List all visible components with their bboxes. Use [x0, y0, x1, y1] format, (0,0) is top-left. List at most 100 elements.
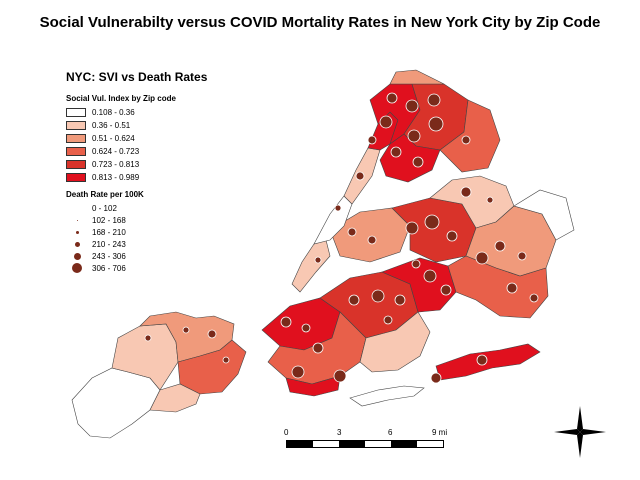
dot — [222, 356, 230, 364]
death-dot-icon — [72, 263, 82, 273]
dot — [348, 294, 360, 306]
manhattan — [291, 111, 399, 293]
map-legend: NYC: SVI vs Death Rates Social Vul. Inde… — [66, 70, 256, 274]
death-class-label: 210 - 243 — [92, 239, 126, 249]
svi-swatch — [66, 160, 86, 169]
queens-west — [329, 207, 411, 263]
death-dot-icon — [73, 252, 81, 260]
staten-island — [71, 311, 247, 439]
dot — [312, 342, 324, 354]
svi-swatch — [66, 108, 86, 117]
dot — [405, 221, 419, 235]
staten-island-south — [71, 367, 161, 439]
svi-class-6: 0.813 - 0.989 — [66, 171, 256, 184]
svi-class-label: 0.108 - 0.36 — [92, 108, 135, 117]
queens — [329, 175, 575, 407]
bronx-riverdale — [389, 69, 445, 85]
dot — [446, 230, 458, 242]
dot — [367, 235, 377, 245]
dot — [486, 196, 494, 204]
death-class-label: 306 - 706 — [92, 263, 126, 273]
death-legend-title: Death Rate per 100K — [66, 190, 144, 199]
svi-class-1: 0.108 - 0.36 — [66, 106, 256, 119]
dot — [476, 354, 488, 366]
dot — [280, 316, 292, 328]
scale-bar: 0 3 6 9 mi — [282, 428, 452, 448]
brooklyn-east — [381, 257, 457, 313]
rockaway-peninsula — [435, 343, 541, 381]
manhattan-lower — [291, 239, 331, 293]
brooklyn-southeast — [359, 311, 431, 373]
svi-legend-title: Social Vul. Index by Zip code — [66, 94, 176, 103]
svi-class-4: 0.624 - 0.723 — [66, 145, 256, 158]
dot — [529, 293, 539, 303]
svi-swatch — [66, 134, 86, 143]
dot — [494, 240, 506, 252]
death-dot-icon — [75, 230, 79, 234]
death-class-label: 0 - 102 — [92, 203, 117, 213]
dot — [386, 92, 398, 104]
queens-far-east — [513, 189, 575, 241]
coney-island — [285, 375, 341, 397]
dot — [405, 99, 419, 113]
dot — [430, 372, 442, 384]
svi-class-label: 0.36 - 0.51 — [92, 121, 131, 130]
dot — [407, 129, 421, 143]
scale-label-9: 9 mi — [432, 428, 448, 437]
svi-class-3: 0.51 - 0.624 — [66, 132, 256, 145]
scale-bar-graphic — [286, 440, 444, 448]
dot — [428, 116, 444, 132]
dot — [412, 156, 424, 168]
dot — [367, 135, 377, 145]
dot — [383, 315, 393, 325]
svi-swatch — [66, 173, 86, 182]
death-class-1: 0 - 102 — [66, 202, 256, 214]
scale-label-3: 3 — [337, 428, 342, 437]
death-class-2: 102 - 168 — [66, 214, 256, 226]
dot — [379, 115, 393, 129]
dot — [460, 186, 472, 198]
north-arrow-icon — [554, 406, 606, 458]
death-dot-icon — [74, 241, 80, 247]
dot — [314, 256, 322, 264]
dot — [182, 326, 190, 334]
dot — [371, 289, 385, 303]
death-class-3: 168 - 210 — [66, 226, 256, 238]
dot — [334, 204, 342, 212]
svi-class-label: 0.813 - 0.989 — [92, 173, 140, 182]
death-class-6: 306 - 706 — [66, 262, 256, 274]
svi-class-label: 0.51 - 0.624 — [92, 134, 135, 143]
svi-legend-list: 0.108 - 0.36 0.36 - 0.51 0.51 - 0.624 0.… — [66, 106, 256, 184]
map-title: Social Vulnerabilty versus COVID Mortali… — [39, 14, 601, 31]
dot — [517, 251, 527, 261]
broad-channel — [349, 385, 425, 407]
dot — [440, 284, 452, 296]
death-rate-dots — [144, 92, 539, 384]
queens-southeast — [447, 255, 549, 319]
svi-class-2: 0.36 - 0.51 — [66, 119, 256, 132]
death-class-5: 243 - 306 — [66, 250, 256, 262]
dot — [291, 365, 305, 379]
dot — [423, 269, 437, 283]
legend-heading: NYC: SVI vs Death Rates — [66, 70, 208, 84]
death-class-label: 168 - 210 — [92, 227, 126, 237]
bronx-east — [439, 99, 501, 173]
scale-label-0: 0 — [284, 428, 289, 437]
svi-class-label: 0.723 - 0.813 — [92, 160, 140, 169]
svi-swatch — [66, 121, 86, 130]
svi-class-label: 0.624 - 0.723 — [92, 147, 140, 156]
death-class-4: 210 - 243 — [66, 238, 256, 250]
staten-island-shore — [149, 383, 201, 413]
dot — [347, 227, 357, 237]
death-class-label: 243 - 306 — [92, 251, 126, 261]
dot — [394, 294, 406, 306]
svi-swatch — [66, 147, 86, 156]
dot — [461, 135, 471, 145]
dot — [475, 251, 489, 265]
death-dot-icon — [76, 219, 78, 221]
dot — [424, 214, 440, 230]
scale-label-6: 6 — [388, 428, 393, 437]
death-class-label: 102 - 168 — [92, 215, 126, 225]
dot — [411, 259, 421, 269]
